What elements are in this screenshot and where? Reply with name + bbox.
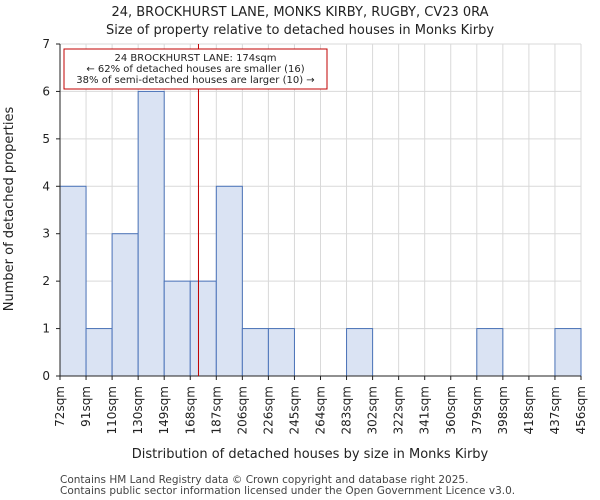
- chart-subtitle: Size of property relative to detached ho…: [106, 23, 494, 38]
- footer-copyright: Contains HM Land Registry data © Crown c…: [60, 474, 469, 486]
- x-tick-label: 341sqm: [418, 386, 432, 434]
- x-tick-label: 379sqm: [470, 386, 484, 434]
- x-tick-label: 418sqm: [522, 386, 536, 434]
- annotation-line-2: ← 62% of detached houses are smaller (16…: [86, 64, 304, 75]
- x-tick-label: 130sqm: [131, 386, 145, 434]
- y-tick-label: 1: [42, 322, 50, 336]
- x-tick-label: 360sqm: [444, 386, 458, 434]
- x-tick-label: 398sqm: [496, 386, 510, 434]
- bar: [346, 328, 374, 377]
- x-tick-labels: 72sqm 91sqm 110sqm 130sqm 149sqm 168sqm 187sqm…: [53, 376, 588, 434]
- annotation-line-3: 38% of semi-detached houses are larger (…: [76, 75, 314, 86]
- bars: [59, 90, 582, 377]
- x-tick-label: 72sqm: [53, 386, 67, 427]
- x-tick-label: 226sqm: [261, 386, 275, 434]
- bar: [85, 328, 113, 377]
- bar: [137, 90, 165, 377]
- marker-annotation: 24 BROCKHURST LANE: 174sqm ← 62% of deta…: [63, 48, 328, 90]
- y-tick-label: 6: [42, 84, 50, 98]
- x-tick-label: 283sqm: [340, 386, 354, 434]
- x-axis-label: Distribution of detached houses by size …: [132, 447, 489, 462]
- bar: [111, 233, 139, 377]
- bar: [215, 185, 243, 377]
- x-tick-label: 456sqm: [574, 386, 588, 434]
- annotation-box: [63, 48, 328, 90]
- annotation-line-1: 24 BROCKHURST LANE: 174sqm: [115, 53, 277, 64]
- bar: [554, 328, 582, 377]
- bar: [163, 280, 191, 377]
- y-tick-label: 2: [42, 274, 50, 288]
- bar: [476, 328, 504, 377]
- y-tick-label: 7: [42, 37, 50, 51]
- x-tick-label: 168sqm: [183, 386, 197, 434]
- x-tick-label: 322sqm: [392, 386, 406, 434]
- y-tick-label: 3: [42, 227, 50, 241]
- x-tick-label: 245sqm: [287, 386, 301, 434]
- bar: [59, 185, 87, 377]
- x-tick-label: 264sqm: [314, 386, 328, 434]
- y-tick-labels: 0 1 2 3 4 5 6 7: [42, 37, 60, 383]
- bar: [267, 328, 295, 377]
- x-tick-label: 437sqm: [548, 386, 562, 434]
- bar: [241, 328, 269, 377]
- bar: [189, 280, 217, 377]
- y-axis-label: Number of detached properties: [2, 107, 17, 312]
- x-tick-label: 110sqm: [105, 386, 119, 434]
- chart-title: 24, BROCKHURST LANE, MONKS KIRBY, RUGBY,…: [111, 5, 488, 20]
- footer-licence: Contains public sector information licen…: [60, 485, 516, 497]
- x-tick-label: 187sqm: [209, 386, 223, 434]
- x-tick-label: 149sqm: [157, 386, 171, 434]
- y-tick-label: 5: [42, 132, 50, 146]
- x-tick-label: 302sqm: [366, 386, 380, 434]
- y-tick-label: 0: [42, 369, 50, 383]
- x-tick-label: 206sqm: [235, 386, 249, 434]
- x-tick-label: 91sqm: [79, 386, 93, 427]
- y-tick-label: 4: [42, 179, 50, 193]
